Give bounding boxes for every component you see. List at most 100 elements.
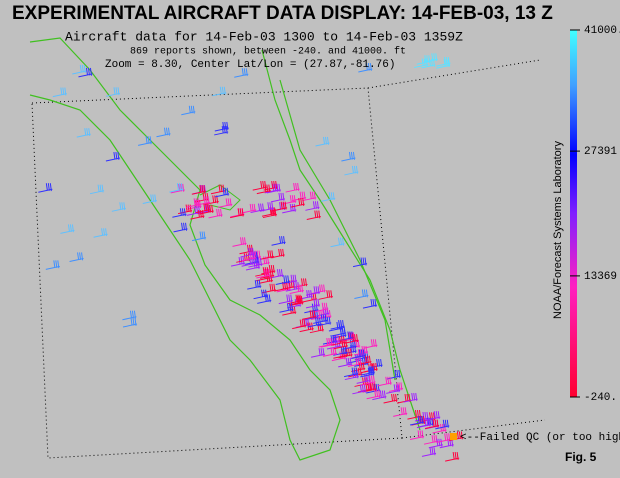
wind-barb: [347, 331, 350, 339]
wind-barb: [360, 257, 363, 265]
wind-barb: [342, 346, 345, 354]
wind-barb: [358, 362, 361, 370]
wind-barb: [435, 411, 438, 419]
wind-barb: [286, 303, 289, 311]
wind-barb: [303, 191, 306, 200]
wind-barb: [221, 86, 224, 95]
wind-barb: [256, 250, 259, 259]
wind-barb: [389, 376, 392, 385]
wind-barb: [253, 203, 256, 212]
wind-barb: [268, 294, 271, 303]
wind-barb: [303, 319, 306, 328]
wind-barb: [241, 68, 244, 76]
wind-barb: [361, 381, 376, 386]
wind-barb: [323, 284, 326, 293]
wind-barb: [434, 419, 437, 428]
wind-barb: [269, 269, 272, 277]
wind-barb: [414, 410, 417, 418]
wind-barb: [274, 287, 289, 292]
wind-barb: [326, 316, 329, 325]
wind-barb: [374, 299, 377, 307]
wind-barb: [137, 141, 153, 146]
wind-barb: [370, 365, 373, 374]
wind-barb: [360, 373, 375, 378]
wind-barb: [352, 151, 355, 160]
wind-barb: [103, 228, 106, 236]
wind-barb: [357, 357, 360, 366]
wind-barb: [370, 375, 373, 384]
wind-barb: [216, 208, 219, 216]
wind-barb: [293, 203, 296, 212]
wind-barb: [305, 291, 321, 296]
wind-barb: [165, 127, 168, 136]
wind-barb: [309, 329, 325, 334]
wind-barb: [302, 197, 317, 202]
wind-barb: [421, 415, 424, 424]
wind-barb: [129, 310, 132, 318]
wind-barb: [232, 242, 247, 247]
wind-barb: [306, 290, 309, 298]
wind-barb: [426, 55, 429, 63]
wind-barb: [348, 151, 351, 160]
wind-barb: [269, 283, 272, 291]
failed-qc-swatch: [450, 433, 457, 440]
wind-barb: [282, 311, 297, 316]
wind-barb: [368, 374, 371, 383]
wind-barb: [428, 55, 431, 64]
wind-barb: [150, 194, 153, 202]
wind-barb: [113, 151, 116, 160]
wind-barb: [193, 198, 196, 206]
wind-barb: [379, 390, 382, 398]
wind-barb: [366, 355, 369, 364]
wind-barb: [229, 198, 232, 207]
wind-barb: [313, 286, 316, 294]
wind-barb: [433, 53, 436, 61]
wind-barb: [317, 317, 320, 326]
wind-barb: [248, 247, 251, 256]
wind-barb: [286, 294, 289, 302]
wind-barb: [419, 430, 422, 438]
wind-barb: [117, 151, 120, 160]
wind-barb: [350, 348, 353, 357]
wind-barb: [261, 289, 264, 297]
wind-barb: [81, 252, 84, 261]
wind-barb: [47, 183, 50, 191]
wind-barb: [375, 362, 378, 371]
wind-barb: [304, 316, 319, 321]
wind-barb: [314, 201, 317, 209]
wind-barb: [264, 181, 267, 189]
wind-barb: [203, 231, 206, 240]
wind-barb: [367, 383, 370, 391]
wind-barb: [380, 359, 383, 367]
wind-barb: [396, 369, 399, 378]
wind-barb: [191, 190, 206, 195]
wind-barb: [239, 208, 242, 217]
wind-barb: [362, 257, 365, 266]
wind-barb: [352, 263, 368, 268]
wind-barb: [255, 251, 258, 260]
wind-barb: [324, 314, 327, 323]
wind-barb: [359, 357, 362, 366]
wind-barb: [195, 201, 211, 206]
wind-barb: [211, 204, 214, 213]
wind-barb: [181, 111, 196, 116]
wind-barb: [416, 60, 431, 65]
wind-barb: [209, 204, 212, 213]
wind-barb: [372, 382, 375, 391]
wind-barb: [344, 376, 359, 381]
wind-barb: [218, 184, 221, 192]
wind-barb: [273, 283, 276, 292]
wind-barb: [328, 309, 331, 318]
wind-barb: [319, 284, 322, 292]
wind-barb: [304, 309, 319, 314]
wind-barb: [353, 367, 356, 376]
wind-barb: [368, 355, 371, 364]
wind-barb: [199, 231, 202, 239]
wind-barb: [316, 310, 319, 319]
wind-barb: [306, 216, 321, 220]
wind-barb: [444, 433, 447, 441]
wind-barb: [287, 275, 290, 284]
wind-barb: [190, 105, 193, 114]
wind-barb: [230, 262, 246, 267]
wind-barb: [341, 157, 356, 162]
